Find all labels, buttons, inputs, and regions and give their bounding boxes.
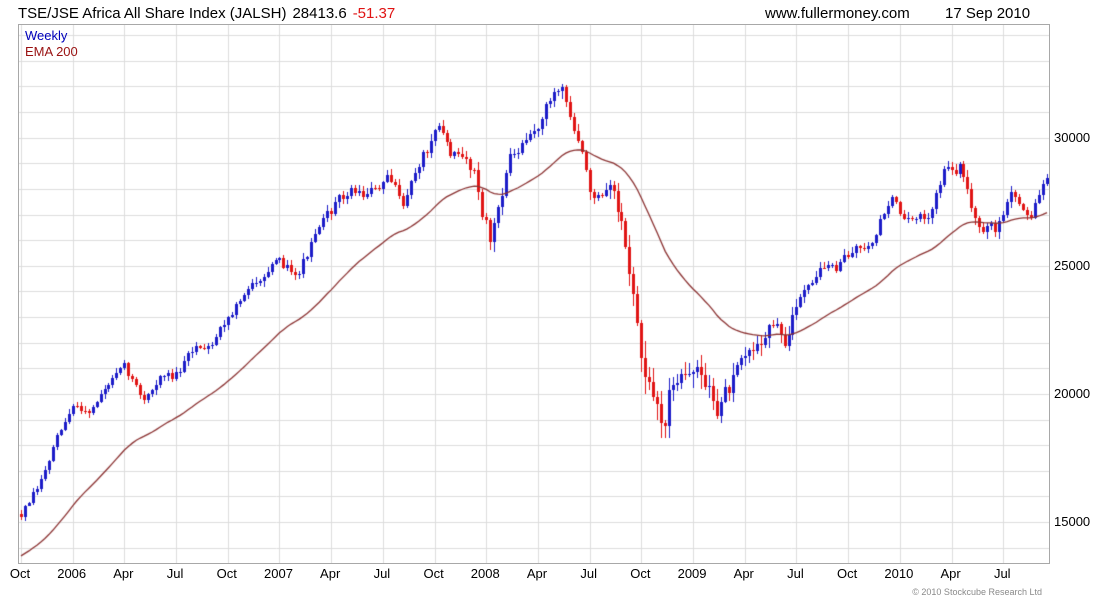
x-axis-label: Apr [526,566,548,581]
y-axis-label: 25000 [1054,257,1091,273]
chart-title: TSE/JSE Africa All Share Index (JALSH) 28… [18,5,395,22]
website-label: www.fullermoney.com [765,5,910,22]
y-axis-label: 30000 [1054,129,1091,145]
instrument-name: TSE/JSE Africa All Share Index (JALSH) [18,5,287,22]
x-axis-label: Jul [787,566,804,581]
x-axis-label: 2006 [57,566,87,581]
legend-weekly-label: Weekly [25,28,68,43]
price-chart-canvas [19,25,1049,563]
x-axis-label: Jul [166,566,184,581]
x-axis-label: Oct [837,566,858,581]
x-axis-label: Apr [940,566,961,581]
x-axis-label: Oct [630,566,651,581]
copyright-label: © 2010 Stockcube Research Ltd [912,587,1042,597]
x-axis-label: Oct [9,566,31,581]
x-axis-label: 2008 [470,566,500,581]
y-axis-label: 15000 [1054,514,1091,529]
x-axis-label: Jul [993,566,1011,581]
x-axis-label: Jul [373,566,391,581]
x-axis-label: Apr [113,566,134,581]
date-label: 17 Sep 2010 [945,5,1031,22]
legend-ema-label: EMA 200 [25,44,78,59]
last-value: 28413.6 [292,5,347,22]
y-axis-label: 20000 [1054,385,1091,401]
x-axis-label: Apr [733,566,754,581]
x-axis-label: Jul [580,566,597,581]
x-axis-label: 2010 [884,566,914,581]
x-axis-label: 2009 [677,566,707,581]
x-axis-label: Apr [320,566,341,581]
x-axis-label: Oct [423,566,444,581]
x-axis-label: Oct [216,566,237,581]
legend: Weekly EMA 200 [25,28,78,60]
plot-area: Weekly EMA 200 [18,24,1050,564]
change-value: -51.37 [352,5,396,22]
x-axis-label: 2007 [264,566,293,581]
